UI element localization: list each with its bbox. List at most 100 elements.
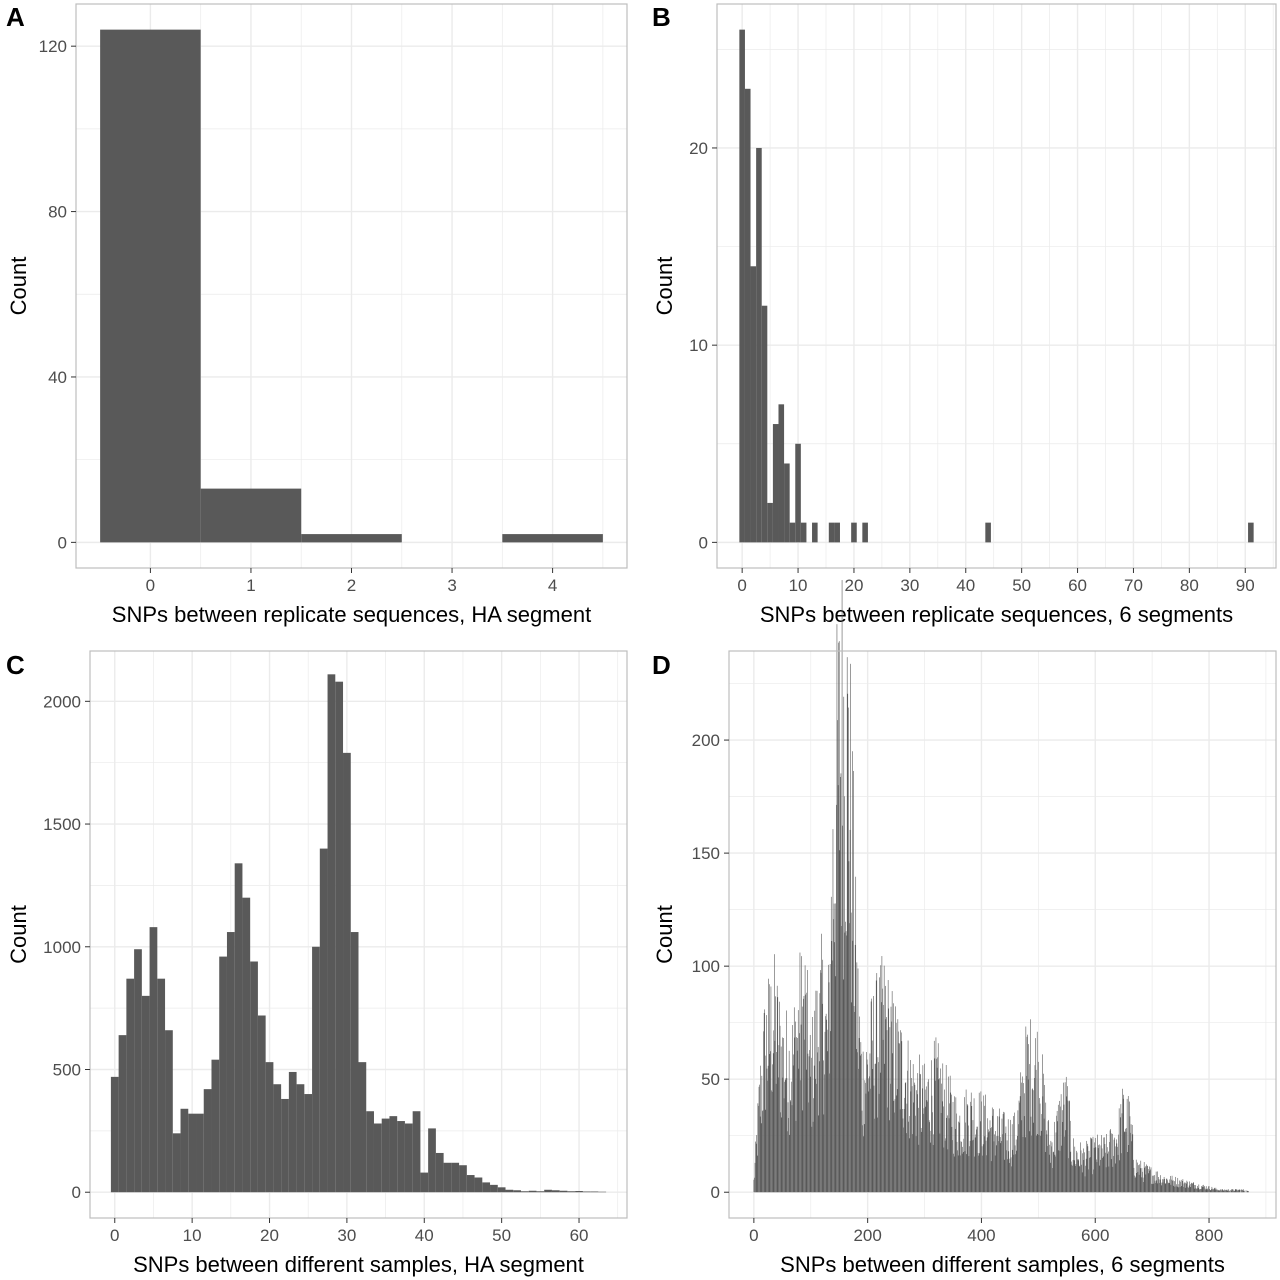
bar xyxy=(834,522,840,543)
bar xyxy=(1088,1150,1090,1193)
bar xyxy=(1121,1153,1122,1193)
x-tick-label: 10 xyxy=(183,1226,202,1245)
bar xyxy=(784,1080,786,1193)
bar xyxy=(812,522,818,543)
bar xyxy=(993,1109,994,1193)
bar xyxy=(875,1063,876,1193)
bar xyxy=(884,1063,886,1193)
bar xyxy=(956,1141,958,1193)
bar xyxy=(544,1189,552,1193)
bar xyxy=(1011,1124,1013,1193)
bar xyxy=(892,1053,894,1193)
bar xyxy=(774,1040,776,1193)
bar xyxy=(1198,1184,1200,1193)
bar xyxy=(824,1074,825,1193)
bar xyxy=(948,1076,949,1193)
bar xyxy=(756,1135,758,1193)
bar xyxy=(1107,1153,1109,1193)
bar xyxy=(788,1050,790,1193)
bar xyxy=(842,979,844,1193)
bar xyxy=(1086,1143,1088,1193)
bar xyxy=(935,1080,936,1193)
bar xyxy=(1205,1189,1206,1193)
bar xyxy=(1097,1134,1098,1193)
bar xyxy=(1179,1180,1180,1193)
bar xyxy=(1230,1190,1231,1193)
bar xyxy=(753,1179,755,1193)
bar xyxy=(782,1077,784,1193)
bar xyxy=(817,1046,819,1193)
bar xyxy=(1218,1189,1220,1193)
bar xyxy=(912,1134,913,1193)
bar xyxy=(1108,1151,1109,1193)
bar xyxy=(1057,1121,1059,1193)
bar xyxy=(1127,1095,1129,1193)
bar xyxy=(921,1131,923,1193)
bar xyxy=(1213,1189,1214,1193)
bar xyxy=(1248,1190,1249,1193)
bar xyxy=(838,641,840,1193)
bar xyxy=(964,1151,966,1193)
bar xyxy=(831,941,833,1193)
bar xyxy=(826,1019,828,1193)
bar xyxy=(1233,1190,1234,1193)
bar xyxy=(820,970,821,1193)
bar xyxy=(759,1084,760,1193)
bar xyxy=(149,927,158,1193)
bar xyxy=(844,932,846,1193)
bar xyxy=(389,1116,398,1193)
bar xyxy=(892,1003,894,1193)
bar xyxy=(881,1002,882,1193)
bar xyxy=(1037,1134,1039,1193)
bar xyxy=(941,1083,942,1193)
bar xyxy=(939,1133,941,1193)
bar xyxy=(795,1021,796,1193)
bar xyxy=(1087,1146,1089,1193)
bar xyxy=(1078,1160,1080,1193)
bar xyxy=(898,1043,900,1193)
bar xyxy=(1125,1131,1127,1193)
bar xyxy=(805,1069,807,1193)
bar xyxy=(885,1019,887,1193)
bar xyxy=(934,1058,936,1193)
bar xyxy=(830,1031,831,1193)
bar xyxy=(1064,1082,1066,1193)
bar xyxy=(809,1050,810,1193)
bar xyxy=(886,1017,887,1193)
bar xyxy=(965,1122,966,1193)
bar xyxy=(964,1097,965,1193)
panel-b: 0 10 20 30 40 50 60 70 80 90 0 10 20 SNPs between rep… xyxy=(652,2,1277,627)
bar xyxy=(497,1187,506,1193)
bar xyxy=(758,1086,760,1193)
bar xyxy=(860,1042,862,1193)
y-tick-label: 500 xyxy=(53,1061,81,1080)
bar xyxy=(1114,1146,1116,1193)
bar xyxy=(812,1016,813,1193)
bar xyxy=(1053,1151,1055,1193)
y-axis-title: Count xyxy=(6,905,31,964)
bar xyxy=(1152,1175,1154,1193)
y-tick-label: 80 xyxy=(48,203,67,222)
bar xyxy=(1248,522,1254,543)
bar xyxy=(845,921,846,1193)
bar xyxy=(1205,1186,1207,1193)
bar xyxy=(876,973,878,1193)
bar xyxy=(1202,1185,1204,1193)
bar xyxy=(961,1141,962,1193)
x-tick-label: 30 xyxy=(337,1226,356,1245)
bar xyxy=(1212,1188,1213,1193)
bar xyxy=(928,1079,929,1193)
bar xyxy=(907,1070,908,1193)
bar xyxy=(766,1068,768,1193)
bar xyxy=(792,1025,793,1193)
bar xyxy=(1028,1064,1030,1193)
bar xyxy=(1167,1180,1168,1193)
bar xyxy=(1220,1189,1221,1193)
bar xyxy=(821,933,822,1193)
bar xyxy=(772,1064,773,1193)
bar xyxy=(923,1108,925,1193)
bar xyxy=(1005,1133,1006,1193)
bar xyxy=(1083,1160,1085,1193)
bar xyxy=(490,1184,498,1193)
bar xyxy=(966,1104,968,1193)
